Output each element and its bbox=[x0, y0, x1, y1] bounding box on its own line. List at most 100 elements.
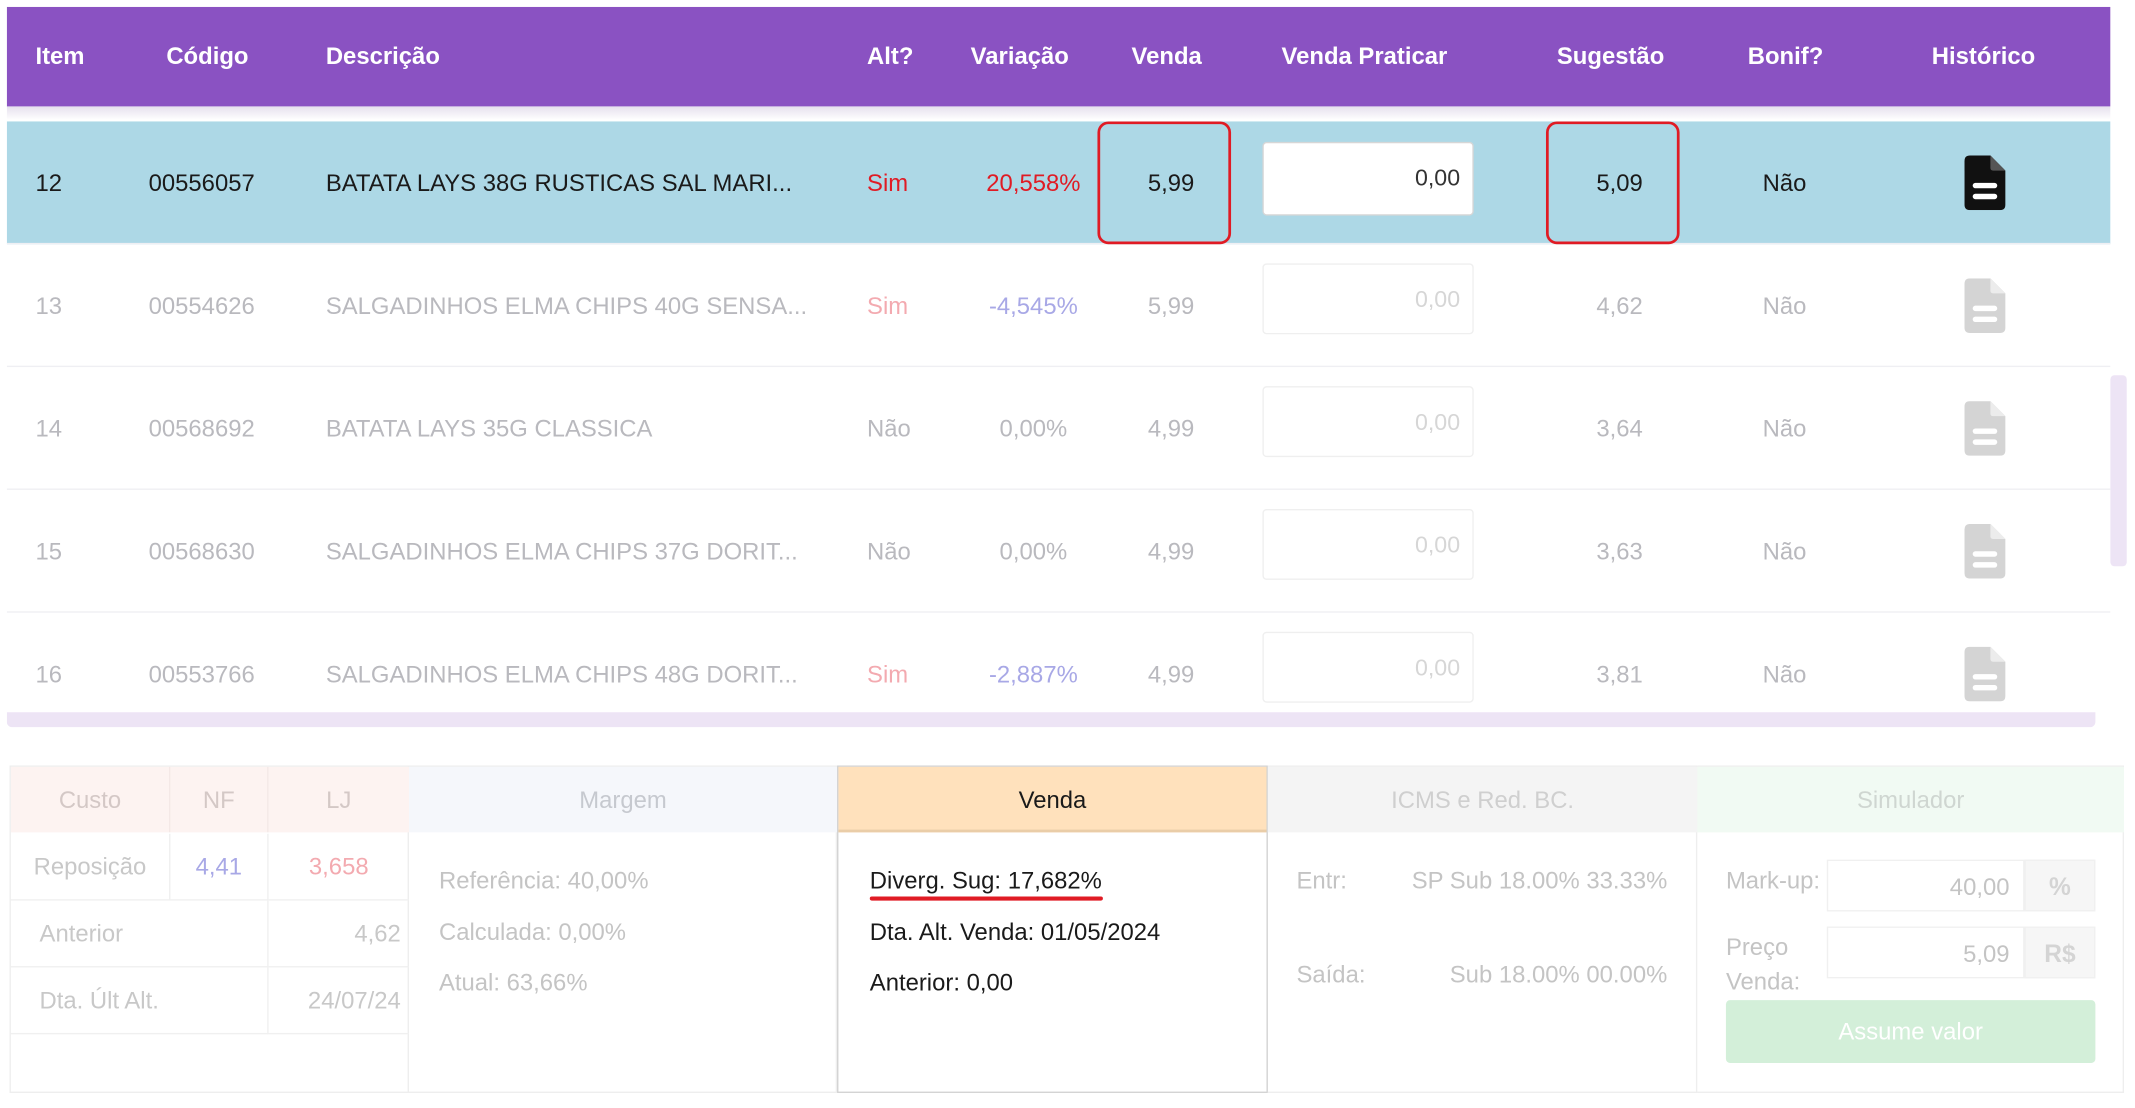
icms-panel: ICMS e Red. BC. Entr: SP Sub 18.00% 33.3… bbox=[1267, 765, 1698, 1093]
table-row[interactable]: 15 00568630 SALGADINHOS ELMA CHIPS 37G DOR… bbox=[6, 490, 2111, 613]
margem-header: Margem bbox=[408, 766, 838, 833]
cell-item: 13 bbox=[35, 292, 62, 320]
cell-venda: 4,99 bbox=[1147, 414, 1195, 443]
icms-entr-label: Entr: bbox=[1296, 866, 1347, 894]
document-icon[interactable] bbox=[1964, 523, 2006, 579]
assume-valor-button[interactable]: Assume valor bbox=[1725, 1000, 2096, 1063]
cell-codigo: 00556057 bbox=[148, 169, 255, 197]
cell-bonif: Não bbox=[1762, 292, 1807, 320]
markup-unit: % bbox=[2024, 859, 2096, 912]
simulador-header: Simulador bbox=[1697, 766, 2125, 833]
preco-label-line1: Preço bbox=[1725, 933, 1789, 961]
col-alt[interactable]: Alt? bbox=[867, 42, 914, 70]
dta-ult-alt-label: Dta. Últ Alt. bbox=[10, 967, 269, 1035]
cell-item: 14 bbox=[35, 414, 62, 443]
preco-venda-input[interactable]: 5,09 bbox=[1826, 926, 2025, 979]
preco-venda-unit: R$ bbox=[2024, 926, 2096, 979]
cell-descricao: SALGADINHOS ELMA CHIPS 48G DORIT... bbox=[325, 660, 798, 688]
cell-variacao: -2,887% bbox=[988, 660, 1078, 688]
cell-sugestao: 3,63 bbox=[1596, 537, 1643, 565]
col-venda[interactable]: Venda bbox=[1131, 42, 1202, 70]
document-icon[interactable] bbox=[1964, 155, 2006, 211]
cell-venda: 4,99 bbox=[1147, 537, 1195, 565]
dta-alt-venda: Dta. Alt. Venda: 01/05/2024 bbox=[869, 918, 1161, 946]
cell-sugestao: 4,62 bbox=[1596, 292, 1643, 320]
cell-variacao: -4,545% bbox=[988, 292, 1078, 320]
header-shadow bbox=[6, 106, 2111, 121]
simulador-panel: Simulador Mark-up: 40,00 % Preço Venda: … bbox=[1697, 765, 2125, 1093]
cell-venda: 5,99 bbox=[1147, 169, 1195, 197]
venda-praticar-input[interactable]: 0,00 bbox=[1262, 141, 1474, 216]
cell-item: 16 bbox=[35, 660, 62, 688]
anterior-value: 4,62 bbox=[268, 901, 409, 968]
reposicao-nf-value: 4,41 bbox=[170, 833, 269, 901]
col-codigo[interactable]: Código bbox=[166, 42, 249, 70]
table-header: Item Código Descrição Alt? Variação Vend… bbox=[6, 6, 2111, 107]
cell-alt: Sim bbox=[867, 292, 909, 320]
icms-saida-label: Saída: bbox=[1296, 960, 1366, 988]
cell-venda: 5,99 bbox=[1147, 292, 1195, 320]
markup-label: Mark-up: bbox=[1725, 866, 1821, 894]
cell-alt: Sim bbox=[867, 169, 909, 197]
col-sugestao[interactable]: Sugestão bbox=[1556, 42, 1665, 70]
document-icon[interactable] bbox=[1964, 278, 2006, 333]
cell-descricao: BATATA LAYS 35G CLASSICA bbox=[325, 414, 653, 443]
icms-entr-value: SP Sub 18.00% 33.33% bbox=[1411, 866, 1668, 894]
vertical-scrollbar[interactable] bbox=[2110, 375, 2127, 567]
cell-item: 15 bbox=[35, 537, 62, 565]
lj-header: LJ bbox=[268, 766, 409, 833]
col-item[interactable]: Item bbox=[35, 42, 85, 70]
margem-atual: Atual: 63,66% bbox=[438, 968, 588, 997]
diverg-underline bbox=[869, 896, 1103, 901]
table-row[interactable]: 12 00556057 BATATA LAYS 38G RUSTICAS SAL M… bbox=[6, 121, 2111, 245]
venda-anterior: Anterior: 0,00 bbox=[869, 968, 1014, 997]
cell-codigo: 00568630 bbox=[148, 537, 255, 565]
icms-saida-value: Sub 18.00% 00.00% bbox=[1449, 960, 1668, 988]
venda-praticar-input[interactable]: 0,00 bbox=[1262, 263, 1474, 335]
cell-codigo: 00553766 bbox=[148, 660, 255, 688]
anterior-label: Anterior bbox=[10, 900, 269, 968]
table-row[interactable]: 13 00554626 SALGADINHOS ELMA CHIPS 40G SEN… bbox=[6, 244, 2111, 368]
cell-variacao: 0,00% bbox=[999, 537, 1068, 565]
cell-bonif: Não bbox=[1762, 169, 1807, 197]
cell-variacao: 20,558% bbox=[986, 169, 1081, 197]
table-row[interactable]: 14 00568692 BATATA LAYS 35G CLASSICA Não 0,0… bbox=[6, 367, 2111, 490]
cell-alt: Não bbox=[867, 537, 911, 565]
margem-panel: Margem Referência: 40,00% Calculada: 0,0… bbox=[408, 765, 838, 1093]
document-icon[interactable] bbox=[1964, 646, 2006, 702]
custo-header: Custo bbox=[10, 766, 171, 833]
cell-item: 12 bbox=[35, 169, 62, 197]
sugestao-highlight bbox=[1545, 121, 1680, 245]
margem-calculada: Calculada: 0,00% bbox=[438, 918, 626, 946]
col-variacao[interactable]: Variação bbox=[970, 42, 1069, 70]
cell-sugestao: 3,64 bbox=[1596, 414, 1643, 443]
col-historico[interactable]: Histórico bbox=[1931, 42, 2036, 70]
cell-descricao: BATATA LAYS 38G RUSTICAS SAL MARI... bbox=[325, 169, 793, 197]
cell-bonif: Não bbox=[1762, 414, 1807, 443]
venda-praticar-input[interactable]: 0,00 bbox=[1262, 631, 1474, 703]
table-row[interactable]: 16 00553766 SALGADINHOS ELMA CHIPS 48G DOR… bbox=[7, 613, 2111, 728]
cell-sugestao: 5,09 bbox=[1596, 169, 1643, 197]
venda-panel: Venda Diverg. Sug: 17,682% Dta. Alt. Ven… bbox=[837, 765, 1268, 1093]
cell-venda: 4,99 bbox=[1147, 660, 1195, 688]
col-bonif[interactable]: Bonif? bbox=[1747, 42, 1824, 70]
venda-panel-header[interactable]: Venda bbox=[838, 766, 1267, 833]
cell-codigo: 00568692 bbox=[148, 414, 255, 443]
dta-ult-alt-value: 24/07/24 bbox=[268, 967, 409, 1035]
cell-descricao: SALGADINHOS ELMA CHIPS 40G SENSA... bbox=[325, 292, 808, 320]
cell-alt: Não bbox=[867, 414, 911, 443]
venda-praticar-input[interactable]: 0,00 bbox=[1262, 386, 1474, 458]
horizontal-scrollbar[interactable] bbox=[6, 712, 2096, 728]
venda-highlight bbox=[1097, 121, 1232, 245]
col-venda-praticar[interactable]: Venda Praticar bbox=[1281, 42, 1448, 70]
cell-bonif: Não bbox=[1762, 537, 1807, 565]
margem-referencia: Referência: 40,00% bbox=[438, 866, 649, 894]
document-icon[interactable] bbox=[1964, 401, 2006, 456]
reposicao-lj-value: 3,658 bbox=[268, 834, 409, 901]
nf-header: NF bbox=[170, 766, 269, 833]
col-descricao[interactable]: Descrição bbox=[325, 42, 440, 70]
cell-codigo: 00554626 bbox=[148, 292, 255, 320]
markup-input[interactable]: 40,00 bbox=[1826, 859, 2025, 912]
venda-praticar-input[interactable]: 0,00 bbox=[1262, 508, 1474, 580]
cell-bonif: Não bbox=[1762, 660, 1807, 688]
